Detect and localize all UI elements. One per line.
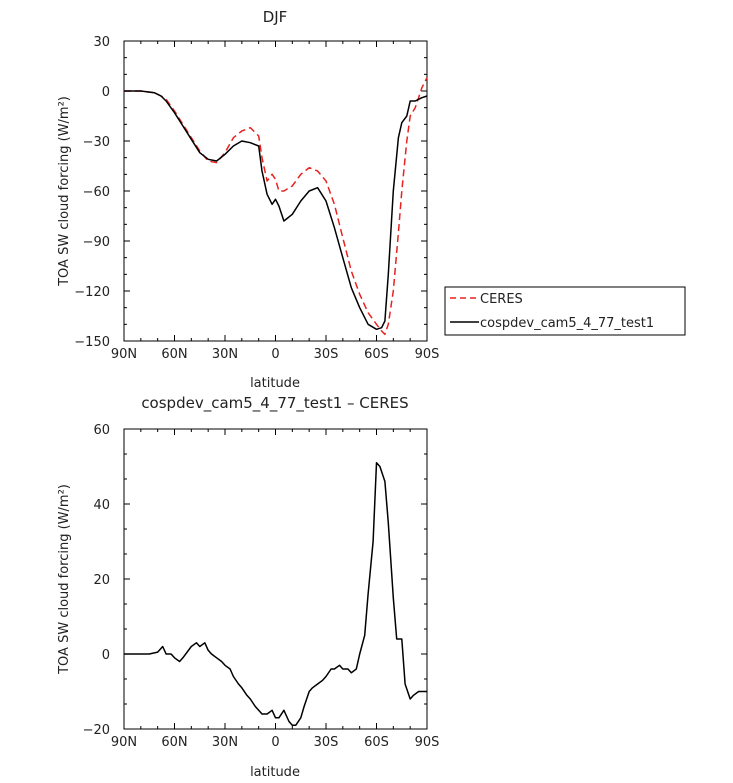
bottom-x-tick-label: 60N bbox=[161, 735, 187, 750]
top-chart: DJF 90N 60N 30N 0 30S 60S 90S 30 0 −30 −60 −90 −120… bbox=[57, 8, 686, 391]
top-y-tick-label: −30 bbox=[83, 135, 110, 150]
top-chart-title: DJF bbox=[263, 8, 288, 26]
top-y-tick-label: −150 bbox=[74, 335, 110, 350]
bottom-y-tick-label: 40 bbox=[93, 498, 110, 513]
top-y-tick-label: −120 bbox=[74, 285, 110, 300]
legend-label-ceres: CERES bbox=[480, 292, 523, 307]
top-y-tick-label: 0 bbox=[102, 85, 110, 100]
top-x-tick-label: 30S bbox=[314, 347, 339, 362]
bottom-plot-frame bbox=[123, 428, 428, 730]
bottom-x-tick-label: 30N bbox=[212, 735, 238, 750]
bottom-x-ticks: 90N 60N 30N 0 30S 60S 90S bbox=[111, 429, 440, 750]
top-y-tick-label: 30 bbox=[93, 35, 110, 50]
bottom-chart-title: cospdev_cam5_4_77_test1 – CERES bbox=[141, 394, 408, 413]
top-y-axis-label: TOA SW cloud forcing (W/m²) bbox=[57, 96, 72, 287]
bottom-y-tick-label: 60 bbox=[93, 423, 110, 438]
top-series-line-0 bbox=[124, 77, 428, 336]
bottom-x-tick-label: 60S bbox=[364, 735, 389, 750]
top-series-group bbox=[124, 77, 428, 336]
bottom-x-tick-label: 90S bbox=[415, 735, 440, 750]
bottom-series-line-0 bbox=[124, 462, 427, 727]
top-y-ticks: 30 0 −30 −60 −90 −120 −150 bbox=[74, 35, 427, 350]
bottom-chart: cospdev_cam5_4_77_test1 – CERES 90N 60N 30… bbox=[57, 394, 439, 780]
top-x-tick-label: 30N bbox=[212, 347, 238, 362]
top-x-tick-label: 90N bbox=[111, 347, 137, 362]
legend-box bbox=[444, 286, 686, 336]
bottom-series-group bbox=[124, 462, 427, 727]
bottom-x-tick-label: 90N bbox=[111, 735, 137, 750]
top-x-tick-label: 90S bbox=[415, 347, 440, 362]
bottom-x-tick-label: 0 bbox=[271, 735, 279, 750]
top-x-tick-label: 0 bbox=[271, 347, 279, 362]
top-y-tick-label: −60 bbox=[83, 185, 110, 200]
top-x-axis-label: latitude bbox=[250, 376, 300, 391]
top-series-line-1 bbox=[124, 90, 428, 331]
bottom-x-tick-label: 30S bbox=[314, 735, 339, 750]
bottom-y-axis-label: TOA SW cloud forcing (W/m²) bbox=[57, 484, 72, 675]
bottom-y-tick-label: 0 bbox=[102, 648, 110, 663]
bottom-y-tick-label: 20 bbox=[93, 573, 110, 588]
top-y-tick-label: −90 bbox=[83, 235, 110, 250]
top-x-tick-label: 60S bbox=[364, 347, 389, 362]
bottom-x-axis-label: latitude bbox=[250, 765, 300, 780]
bottom-y-tick-label: −20 bbox=[83, 723, 110, 738]
top-plot-frame bbox=[123, 40, 428, 342]
legend-label-model: cospdev_cam5_4_77_test1 bbox=[480, 316, 654, 331]
bottom-y-ticks: 60 40 20 0 −20 bbox=[83, 423, 427, 738]
top-x-tick-label: 60N bbox=[161, 347, 187, 362]
legend: CERES cospdev_cam5_4_77_test1 bbox=[444, 286, 686, 336]
top-x-ticks: 90N 60N 30N 0 30S 60S 90S bbox=[111, 41, 440, 362]
